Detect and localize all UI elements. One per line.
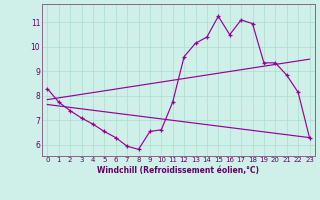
X-axis label: Windchill (Refroidissement éolien,°C): Windchill (Refroidissement éolien,°C) <box>97 166 260 175</box>
